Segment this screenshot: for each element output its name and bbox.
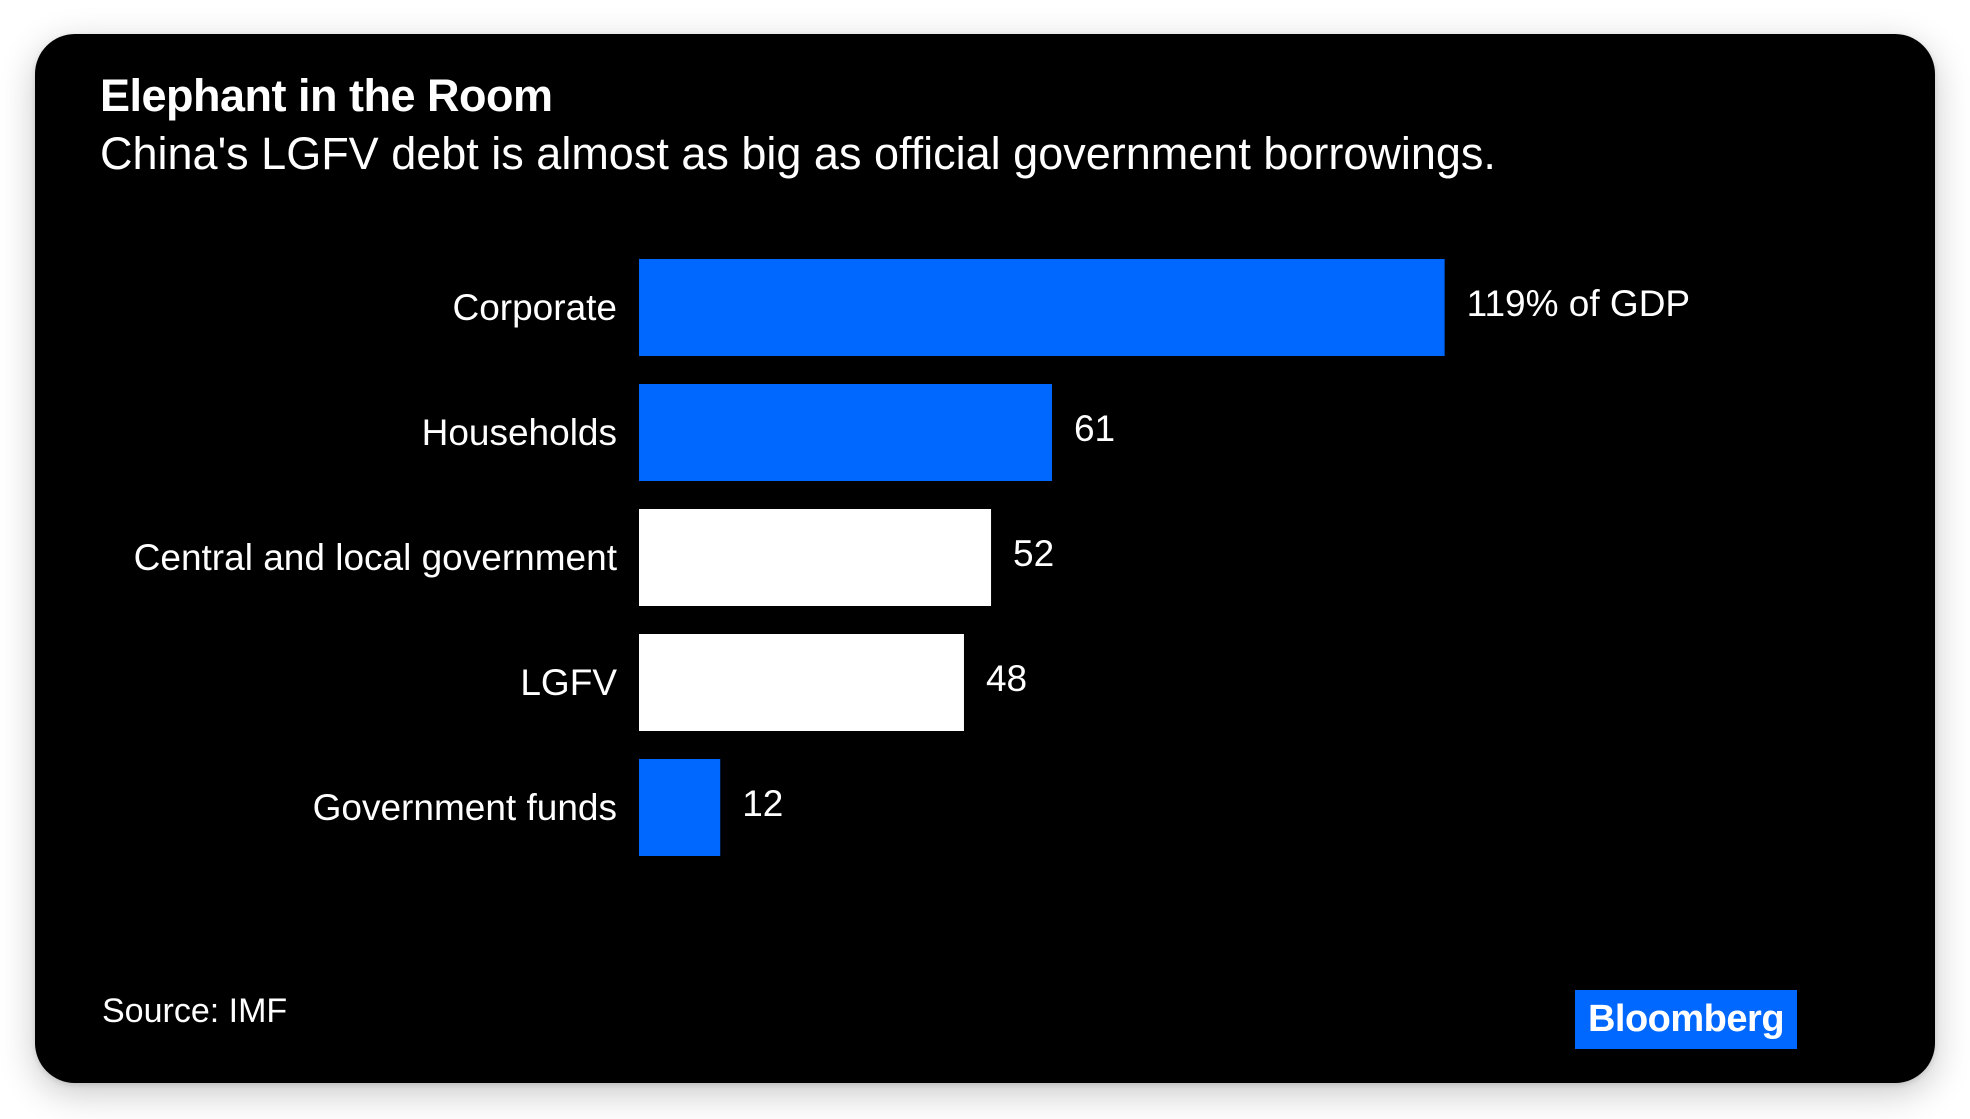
source-note: Source: IMF <box>102 992 288 1030</box>
bar-central-and-local-government <box>639 509 992 606</box>
value-label: 48 <box>986 658 1027 699</box>
bar-corporate <box>639 259 1445 356</box>
category-label: Central and local government <box>134 537 618 578</box>
category-label: LGFV <box>520 662 617 703</box>
value-label: 12 <box>742 783 783 824</box>
value-label: 61 <box>1074 408 1115 449</box>
category-label: Corporate <box>452 287 617 328</box>
bar-lgfv <box>639 634 964 731</box>
chart-subtitle: China's LGFV debt is almost as big as of… <box>100 128 1496 179</box>
bar-government-funds <box>639 759 721 856</box>
chart-title: Elephant in the Room <box>100 70 553 121</box>
value-label: 119% of GDP <box>1467 283 1690 324</box>
category-label: Households <box>422 412 617 453</box>
bar-households <box>639 384 1052 481</box>
bloomberg-logo: Bloomberg <box>1575 990 1797 1049</box>
category-label: Government funds <box>313 787 617 828</box>
value-label: 52 <box>1013 533 1054 574</box>
